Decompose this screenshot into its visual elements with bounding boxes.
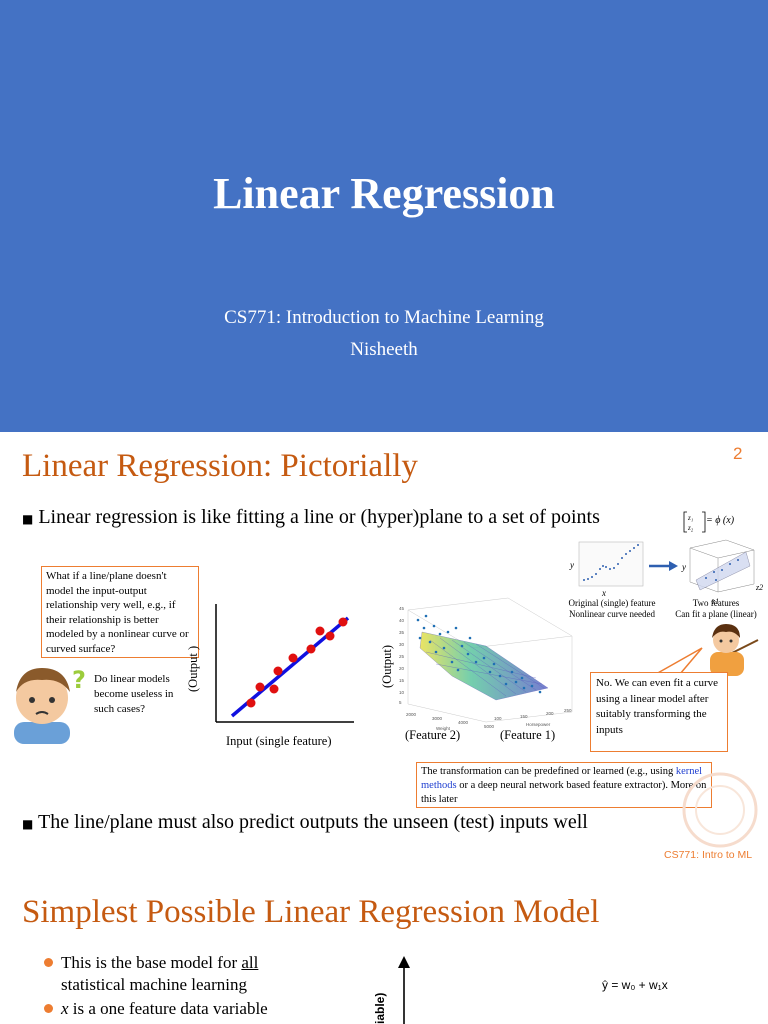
svg-text:4000: 4000 bbox=[458, 720, 469, 725]
svg-text:z₂: z₂ bbox=[687, 524, 694, 532]
svg-text:10: 10 bbox=[399, 690, 405, 695]
transform-text-pre: The transformation can be predefined or … bbox=[421, 766, 676, 777]
svg-text:15: 15 bbox=[399, 678, 405, 683]
bullet1-line2: statistical machine learning bbox=[61, 975, 247, 994]
bullet-1: ■ Linear regression is like fitting a li… bbox=[22, 506, 600, 529]
svg-text:z₁: z₁ bbox=[687, 514, 693, 522]
svg-text:3000: 3000 bbox=[432, 716, 443, 721]
line-fit-plot bbox=[215, 604, 354, 723]
plot1-x-label: Input (single feature) bbox=[226, 734, 332, 748]
bullet-2-text: The line/plane must also predict outputs… bbox=[37, 811, 588, 833]
round-bullet-icon bbox=[44, 958, 53, 967]
vector-bracket-icon: z₁ z₂ bbox=[683, 511, 706, 533]
confused-person-icon: ? bbox=[14, 666, 86, 744]
linear-question-callout: Do linear models become useless in such … bbox=[94, 673, 174, 715]
z1-label: z1 bbox=[711, 597, 719, 606]
bullet-1-text: Linear regression is like fitting a line… bbox=[38, 506, 600, 528]
plot1-y-label: (Output ) bbox=[186, 645, 200, 692]
two-caption-line1: Two features bbox=[692, 598, 740, 608]
svg-text:35: 35 bbox=[399, 630, 405, 635]
title-slide: Linear Regression CS771: Introduction to… bbox=[0, 0, 768, 432]
svg-text:200: 200 bbox=[546, 711, 554, 716]
footer-course: CS771: Intro to ML bbox=[664, 849, 753, 861]
svg-text:Horsepower: Horsepower bbox=[526, 722, 551, 727]
data-points bbox=[246, 617, 348, 708]
bullet1-underlined: all bbox=[241, 953, 259, 972]
svg-text:250: 250 bbox=[564, 708, 572, 713]
answer-callout: No. We can even fit a curve using a line… bbox=[590, 672, 728, 752]
slide3-bullet-1: This is the base model for all statistic… bbox=[44, 952, 258, 996]
svg-text:20: 20 bbox=[399, 666, 405, 671]
transformation-callout: The transformation can be predefined or … bbox=[416, 762, 712, 808]
plot2-y-label: (Output) bbox=[380, 644, 394, 688]
bullet2-variable: x bbox=[61, 999, 69, 1018]
y-axis-arrow bbox=[398, 956, 410, 1024]
question-callout: What if a line/plane doesn't model the i… bbox=[41, 566, 199, 658]
orig-x-label: x bbox=[601, 588, 606, 598]
svg-text:?: ? bbox=[72, 666, 86, 694]
bullet1-text: This is the base model for bbox=[61, 953, 242, 972]
slide-title: Simplest Possible Linear Regression Mode… bbox=[22, 894, 600, 930]
3d-data-points bbox=[416, 614, 542, 694]
page-number: 2 bbox=[733, 444, 743, 463]
orig-caption: Original (single) feature Nonlinear curv… bbox=[560, 598, 664, 620]
round-bullet-icon bbox=[44, 1004, 53, 1013]
regression-equation: ŷ = w₀ + w₁x bbox=[602, 978, 668, 992]
two-caption: Two features Can fit a plane (linear) bbox=[666, 598, 766, 620]
svg-text:Weight: Weight bbox=[436, 726, 451, 731]
svg-text:5000: 5000 bbox=[484, 724, 495, 729]
orig-caption-line1: Original (single) feature bbox=[568, 598, 656, 608]
bullet-2: ■ The line/plane must also predict outpu… bbox=[22, 811, 588, 834]
kernel-methods-link[interactable]: kernel methods bbox=[421, 766, 703, 791]
svg-text:45: 45 bbox=[399, 606, 405, 611]
simplest-model-slide: Simplest Possible Linear Regression Mode… bbox=[0, 872, 768, 1024]
course-name: CS771: Introduction to Machine Learning bbox=[224, 307, 544, 328]
institute-logo-watermark bbox=[682, 772, 758, 848]
svg-text:30: 30 bbox=[399, 642, 405, 647]
feature-transform-diagram: y x y z1 z2 bbox=[569, 539, 763, 606]
svg-text:100: 100 bbox=[494, 716, 502, 721]
author-name: Nisheeth bbox=[350, 339, 418, 360]
slide3-bullet-2: x is a one feature data variable bbox=[44, 998, 268, 1020]
slide-title: Linear Regression bbox=[213, 169, 555, 218]
two-y-label: y bbox=[681, 562, 686, 572]
axis-label: iable) bbox=[373, 992, 387, 1024]
plane-fit-plot: 45 40 35 30 25 20 15 10 5 2000 3000 4000 5000 100 1… bbox=[399, 597, 573, 731]
z2-label: z2 bbox=[755, 583, 763, 592]
svg-text:150: 150 bbox=[520, 714, 528, 719]
svg-text:25: 25 bbox=[399, 654, 405, 659]
phi-formula: z₁ z₂ = ϕ (x) bbox=[682, 511, 742, 536]
slide-title: Linear Regression: Pictorially bbox=[22, 448, 418, 484]
square-bullet-icon: ■ bbox=[22, 512, 34, 526]
svg-text:40: 40 bbox=[399, 618, 405, 623]
pictorial-slide: Linear Regression: Pictorially 2 ■ Linea… bbox=[0, 432, 768, 872]
two-caption-line2: Can fit a plane (linear) bbox=[675, 609, 757, 619]
bullet2-text: is a one feature data variable bbox=[68, 999, 268, 1018]
transform-text-post: or a deep neural network based feature e… bbox=[421, 780, 707, 805]
teacher-icon bbox=[710, 624, 759, 676]
plot2-feature2-label: (Feature 2) bbox=[405, 728, 461, 742]
orig-y-label: y bbox=[569, 560, 574, 570]
svg-text:5: 5 bbox=[399, 700, 402, 705]
svg-text:2000: 2000 bbox=[406, 712, 417, 717]
plot2-feature1-label: (Feature 1) bbox=[500, 728, 556, 742]
square-bullet-icon: ■ bbox=[22, 817, 34, 831]
phi-text: = ϕ (x) bbox=[706, 515, 735, 526]
orig-caption-line2: Nonlinear curve needed bbox=[569, 609, 655, 619]
